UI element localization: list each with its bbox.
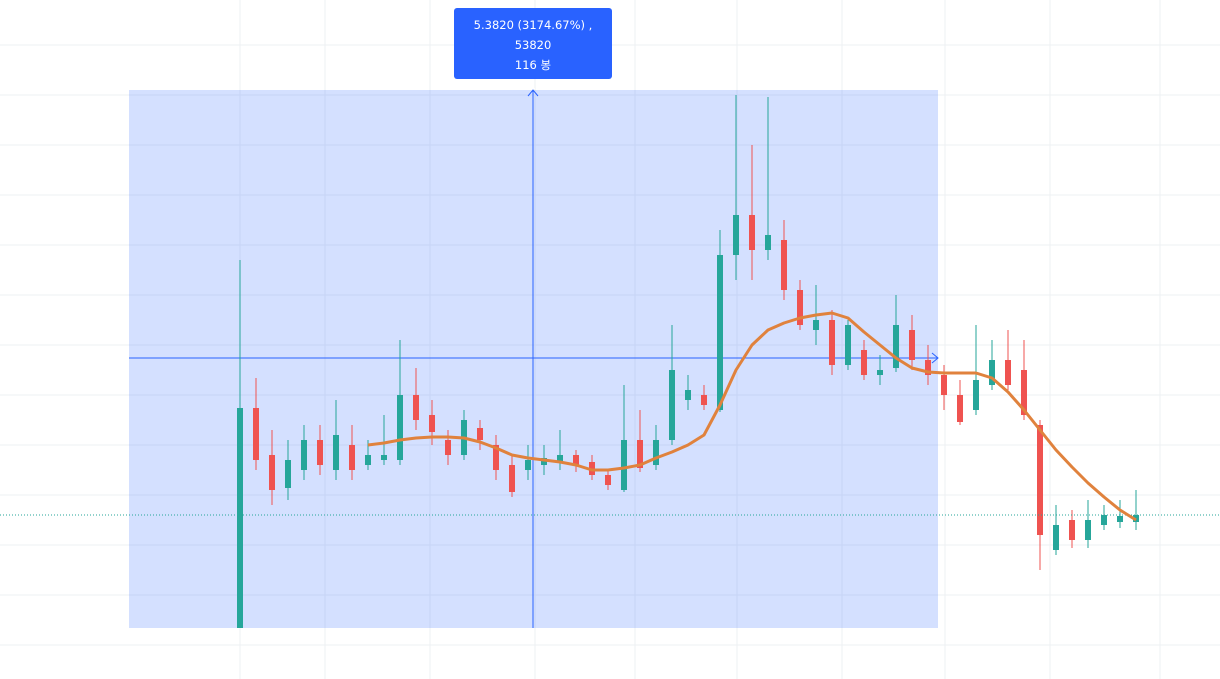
candle-body [717,255,723,410]
candle-body [413,395,419,420]
candle-body [237,408,243,628]
candle-body [637,440,643,468]
candle-body [653,440,659,465]
candle-body [1053,525,1059,550]
measure-bars: 116 봉 [514,58,552,72]
candle-body [557,455,563,462]
candle-body [877,370,883,375]
candle-body [829,320,835,365]
measure-volume: 볼륨 1.13B [503,78,563,92]
candle-body [765,235,771,250]
candle-body [509,465,515,492]
candle-body [797,290,803,325]
candle-body [973,380,979,410]
candle-body [349,445,355,470]
candle-body [813,320,819,330]
candle-body [269,455,275,490]
candle-body [685,390,691,400]
candle-body [941,375,947,395]
candle-body [925,360,931,375]
candle-body [573,455,579,465]
candle-body [1021,370,1027,415]
candle-body [989,360,995,385]
candle-body [1069,520,1075,540]
candle-body [525,460,531,470]
candle-body [733,215,739,255]
candle-body [605,475,611,485]
candle-body [1085,520,1091,540]
candle-body [381,455,387,460]
measure-tooltip: 5.3820 (3174.67%) , 53820 116 봉 볼륨 1.13B [454,8,612,92]
candle-body [429,415,435,432]
candle-body [365,455,371,465]
measure-change: 5.3820 (3174.67%) , 53820 [473,18,593,52]
candle-body [701,395,707,405]
candle-body [893,325,899,368]
candle-body [445,440,451,455]
candle-body [781,240,787,290]
candle-body [669,370,675,440]
candle-body [493,445,499,470]
candle-body [749,215,755,250]
candle-body [909,330,915,360]
candle-body [301,440,307,470]
measure-arrow [527,89,939,364]
candle-body [621,440,627,490]
candle-body [285,460,291,488]
candle-body [845,325,851,365]
moving-average [367,311,1137,522]
candle-body [397,395,403,460]
candle-body [253,408,259,460]
candle-body [317,440,323,465]
candle-body [957,395,963,422]
candle-body [477,428,483,440]
candle-body [1101,515,1107,525]
candle-body [861,350,867,375]
candle-body [1117,516,1123,522]
candle-body [1037,425,1043,535]
candle-body [1005,360,1011,385]
candle-body [333,435,339,470]
